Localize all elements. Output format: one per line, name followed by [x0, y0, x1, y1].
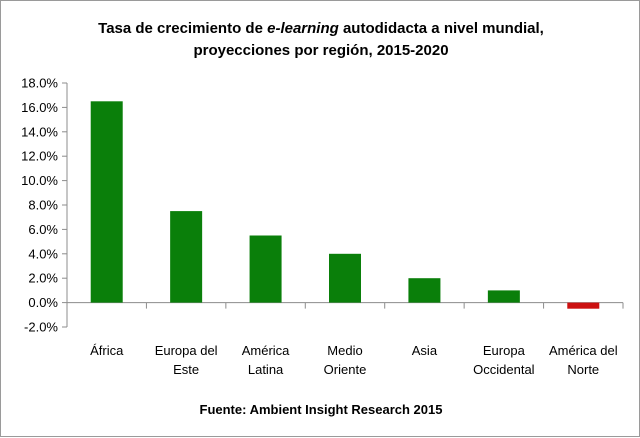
plot-area: -2.0% 0.0% 2.0% 4.0% 6.0% 8.0% 10.0% 12.0% 14.0%… [21, 76, 624, 377]
bar [487, 290, 520, 303]
y-tick-label: 8.0% [28, 198, 58, 213]
x-category-label: África [90, 343, 124, 358]
y-tick-label: 16.0% [21, 100, 58, 115]
x-category-label: Latina [248, 362, 284, 377]
x-category-label: América [242, 343, 290, 358]
y-tick-label: 14.0% [21, 124, 58, 139]
x-category-label: Oriente [324, 362, 367, 377]
y-tick-label: 18.0% [21, 76, 58, 91]
x-category-label: Este [173, 362, 199, 377]
x-category-label: América del [549, 343, 618, 358]
x-category-label: Medio [327, 343, 362, 358]
x-category-label: Norte [567, 362, 599, 377]
bar [170, 211, 203, 303]
y-tick-label: 0.0% [28, 295, 58, 310]
bar [249, 235, 282, 303]
chart-title-line-2: proyecciones por región, 2015-2020 [193, 42, 448, 59]
y-tick-label: 4.0% [28, 246, 58, 261]
x-category-label: Occidental [473, 362, 535, 377]
chart-source: Fuente: Ambient Insight Research 2015 [200, 402, 443, 417]
x-category-label: Europa [483, 343, 526, 358]
bar [567, 302, 600, 309]
y-tick-label: -2.0% [24, 320, 58, 335]
chart-title-line-1: Tasa de crecimiento de e-learning autodi… [98, 20, 544, 37]
y-tick-label: 12.0% [21, 149, 58, 164]
y-tick-label: 10.0% [21, 173, 58, 188]
y-tick-label: 6.0% [28, 222, 58, 237]
bar [90, 101, 123, 303]
x-category-label: Europa del [155, 343, 218, 358]
bar [408, 278, 441, 303]
x-category-label: Asia [412, 343, 438, 358]
bar [329, 253, 361, 303]
y-tick-label: 2.0% [28, 271, 58, 286]
